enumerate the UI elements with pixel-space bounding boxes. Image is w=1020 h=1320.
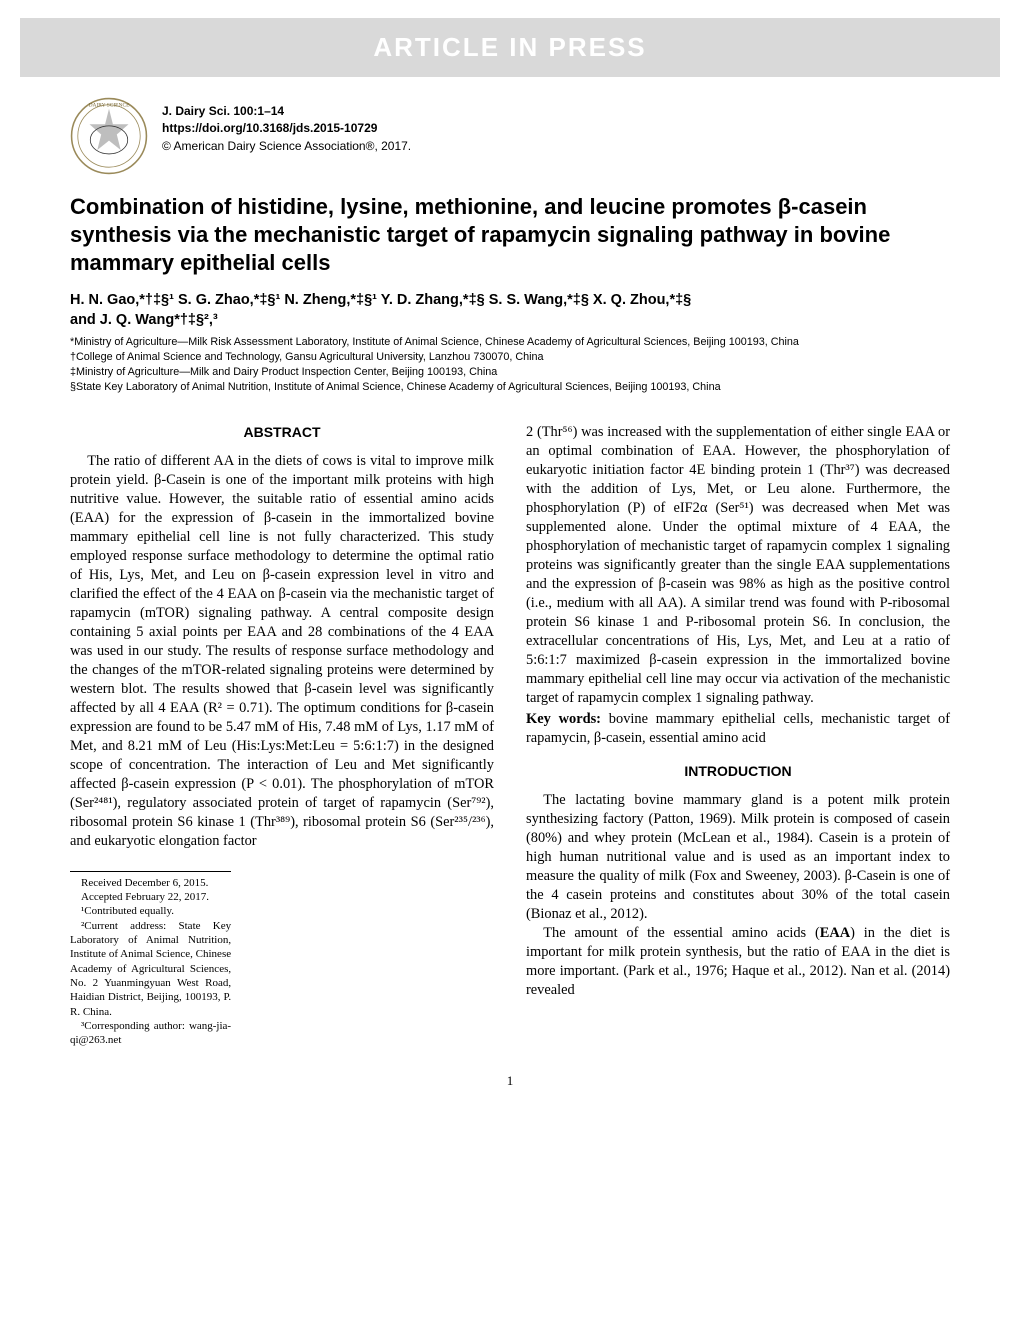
footnotes: Received December 6, 2015. Accepted Febr… [70,871,231,1048]
abstract-text-left: The ratio of different AA in the diets o… [70,452,494,851]
two-column-content: ABSTRACT The ratio of different AA in th… [0,401,1020,1047]
title-block: Combination of histidine, lysine, methio… [0,183,1020,401]
journal-citation: J. Dairy Sci. 100:1–14 [162,103,411,120]
keywords: Key words: bovine mammary epithelial cel… [526,710,950,748]
affiliation-4: §State Key Laboratory of Animal Nutritio… [70,380,950,395]
affiliations: *Ministry of Agriculture—Milk Risk Asses… [70,335,950,395]
journal-meta: J. Dairy Sci. 100:1–14 https://doi.org/1… [162,97,411,155]
right-column: 2 (Thr⁵⁶) was increased with the supplem… [526,423,950,1047]
authors-line-2: and J. Q. Wang*†‡§²,³ [70,312,218,328]
footnote-accepted: Accepted February 22, 2017. [70,890,231,904]
intro-paragraph-1: The lactating bovine mammary gland is a … [526,791,950,924]
footnote-received: Received December 6, 2015. [70,876,231,890]
left-column: ABSTRACT The ratio of different AA in th… [70,423,494,1047]
intro-p2-a: The amount of the essential amino acids … [543,925,819,941]
journal-doi: https://doi.org/10.3168/jds.2015-10729 [162,120,411,137]
header-block: DAIRY SCIENCE J. Dairy Sci. 100:1–14 htt… [0,77,1020,183]
authors-line-1: H. N. Gao,*†‡§¹ S. G. Zhao,*‡§¹ N. Zheng… [70,292,691,308]
footnote-address: ²Current address: State Key Laboratory o… [70,919,231,1019]
abstract-text-right: 2 (Thr⁵⁶) was increased with the supplem… [526,423,950,708]
banner-text: ARTICLE IN PRESS [373,32,646,62]
affiliation-3: ‡Ministry of Agriculture—Milk and Dairy … [70,365,950,380]
page-number: 1 [0,1047,1020,1109]
keywords-label: Key words: [526,711,601,727]
journal-copyright: © American Dairy Science Association®, 2… [162,138,411,155]
authors: H. N. Gao,*†‡§¹ S. G. Zhao,*‡§¹ N. Zheng… [70,291,950,330]
intro-p2-bold: EAA [820,925,850,941]
article-title: Combination of histidine, lysine, methio… [70,193,950,277]
intro-paragraph-2: The amount of the essential amino acids … [526,924,950,1000]
article-in-press-banner: ARTICLE IN PRESS [20,18,1000,77]
affiliation-1: *Ministry of Agriculture—Milk Risk Asses… [70,335,950,350]
introduction-heading: INTRODUCTION [526,762,950,780]
footnote-corresponding: ³Corresponding author: wang-jia-qi@263.n… [70,1019,231,1048]
abstract-heading: ABSTRACT [70,423,494,441]
journal-logo: DAIRY SCIENCE [70,97,148,175]
footnote-contributed: ¹Contributed equally. [70,904,231,918]
affiliation-2: †College of Animal Science and Technolog… [70,350,950,365]
svg-text:DAIRY SCIENCE: DAIRY SCIENCE [89,102,131,108]
